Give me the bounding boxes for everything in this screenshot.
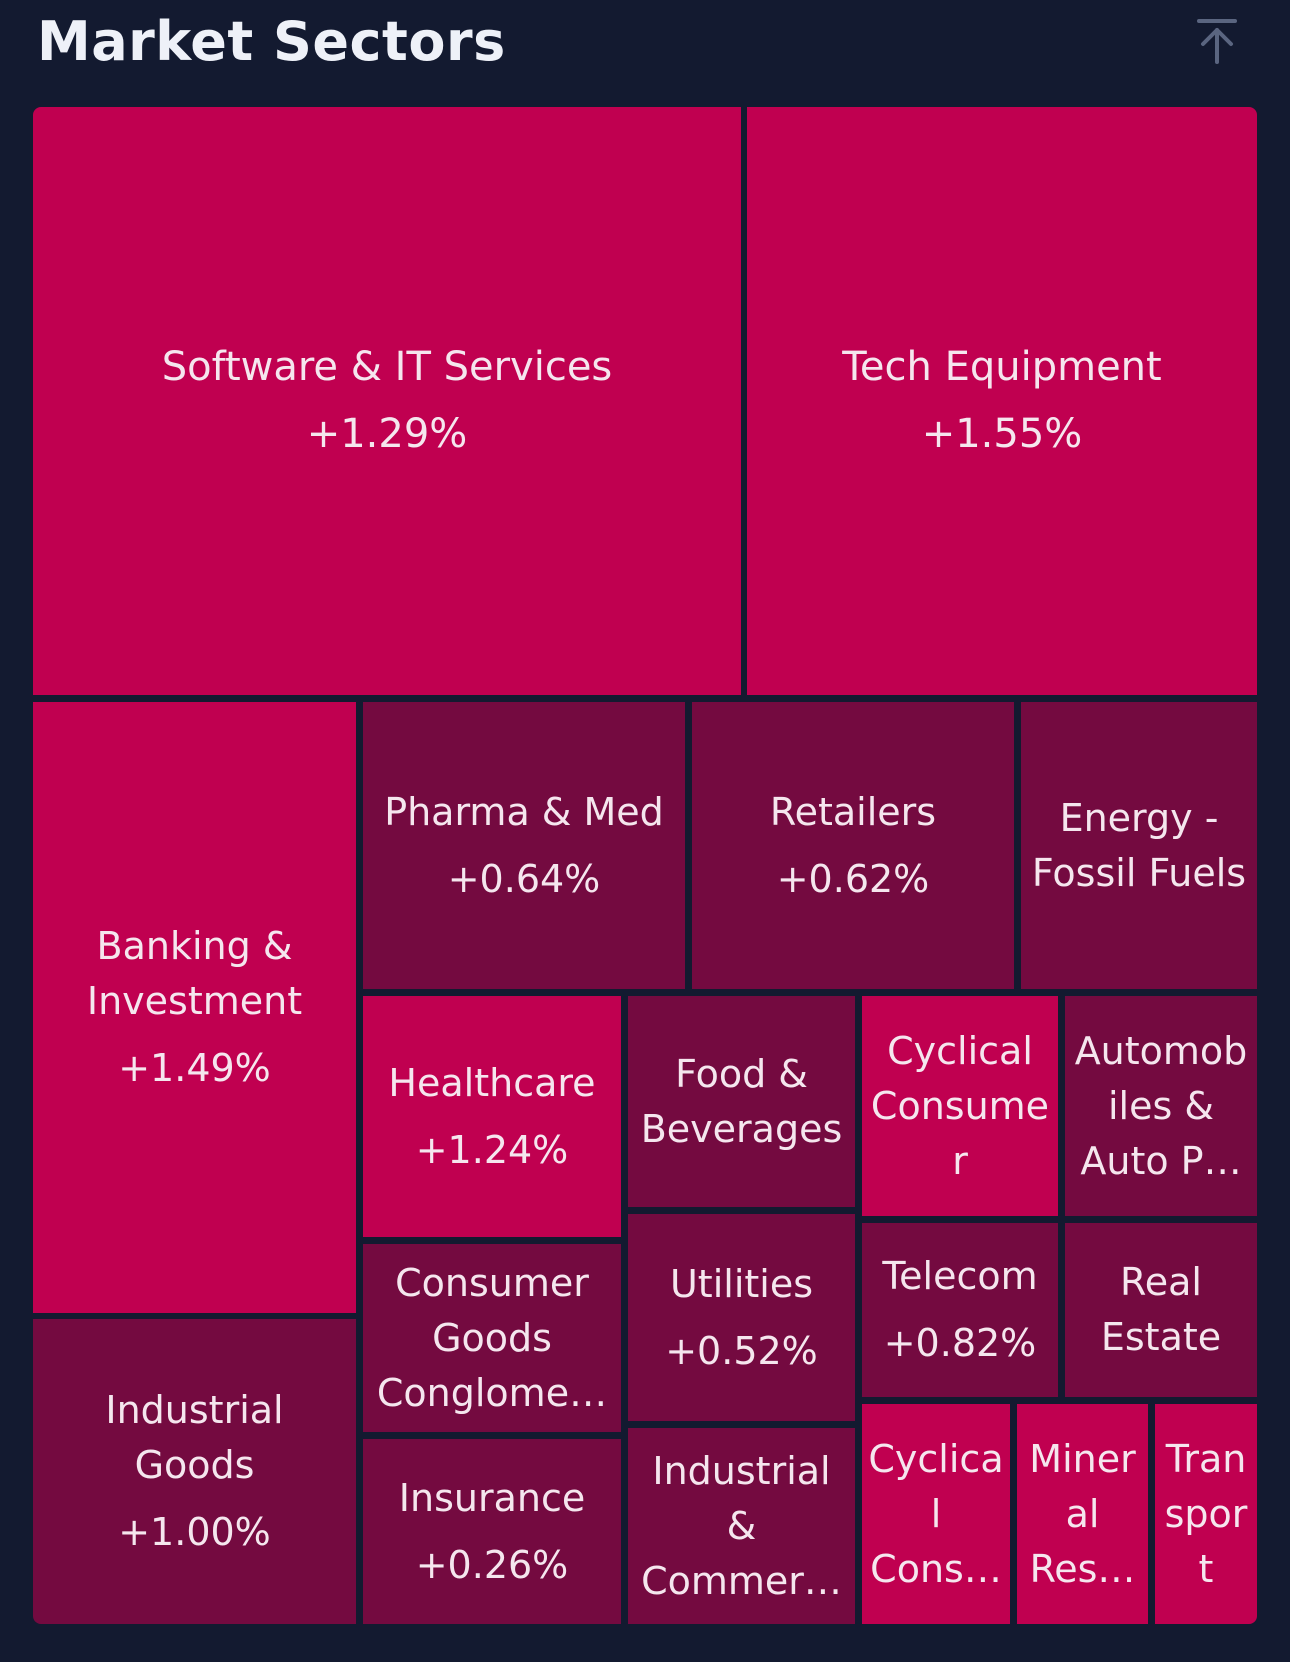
sector-name: Cyclica l Cons… bbox=[868, 1436, 1004, 1591]
sector-name: Utilities bbox=[669, 1261, 814, 1306]
sector-name: Miner al Res… bbox=[1029, 1436, 1136, 1591]
sector-change: +0.82% bbox=[883, 1321, 1037, 1365]
sector-name: Insurance bbox=[398, 1475, 586, 1520]
sector-tile-real-estate[interactable]: Real Estate bbox=[1065, 1223, 1257, 1397]
sector-tile-utilities[interactable]: Utilities +0.52% bbox=[628, 1214, 855, 1421]
sector-tile-consumer-goods-conglomerates[interactable]: Consumer Goods Conglome… bbox=[363, 1244, 621, 1432]
sector-tile-healthcare[interactable]: Healthcare +1.24% bbox=[363, 996, 621, 1237]
sector-change: +1.24% bbox=[415, 1127, 569, 1172]
sector-name: Telecom bbox=[882, 1254, 1038, 1298]
collapse-to-top-icon bbox=[1197, 18, 1237, 68]
sector-tile-retailers[interactable]: Retailers +0.62% bbox=[692, 702, 1014, 989]
sector-tile-transport[interactable]: Tran spor t bbox=[1155, 1404, 1257, 1624]
sector-name: Automob iles & Auto P… bbox=[1074, 1028, 1248, 1183]
sector-tile-industrial-commercial[interactable]: Industrial & Commer… bbox=[628, 1428, 855, 1624]
sector-tile-energy-fossil-fuels[interactable]: Energy - Fossil Fuels bbox=[1021, 702, 1257, 989]
sector-name: Cyclical Consume r bbox=[870, 1028, 1050, 1183]
sector-tile-automobiles-auto-parts[interactable]: Automob iles & Auto P… bbox=[1065, 996, 1257, 1216]
sector-change: +0.64% bbox=[447, 856, 601, 901]
sector-tile-pharma-med[interactable]: Pharma & Med +0.64% bbox=[363, 702, 685, 989]
sector-name: Industrial & Commer… bbox=[641, 1448, 842, 1603]
sector-name: Industrial Goods bbox=[105, 1388, 284, 1487]
sector-tile-tech-equipment[interactable]: Tech Equipment +1.55% bbox=[747, 107, 1257, 695]
sector-change: +1.55% bbox=[921, 411, 1083, 457]
sector-name: Real Estate bbox=[1100, 1260, 1222, 1359]
page-title: Market Sectors bbox=[37, 10, 506, 73]
sector-name: Software & IT Services bbox=[161, 344, 613, 390]
sector-name: Tran spor t bbox=[1164, 1436, 1248, 1591]
sector-name: Energy - Fossil Fuels bbox=[1031, 795, 1247, 895]
sector-change: +0.26% bbox=[415, 1542, 569, 1587]
sector-change: +1.00% bbox=[118, 1510, 271, 1554]
sector-name: Pharma & Med bbox=[384, 789, 664, 834]
sector-tile-industrial-goods[interactable]: Industrial Goods +1.00% bbox=[33, 1319, 356, 1624]
sector-change: +1.49% bbox=[118, 1046, 271, 1090]
sector-tile-cyclical-consumer[interactable]: Cyclical Consume r bbox=[862, 996, 1058, 1216]
sector-change: +0.62% bbox=[776, 856, 930, 901]
sector-tile-mineral-resources[interactable]: Miner al Res… bbox=[1017, 1404, 1148, 1624]
sector-name: Banking & Investment bbox=[86, 924, 303, 1023]
collapse-button[interactable] bbox=[1186, 12, 1248, 74]
sector-tile-telecom[interactable]: Telecom +0.82% bbox=[862, 1223, 1058, 1397]
sector-name: Food & Beverages bbox=[640, 1051, 843, 1151]
sector-tile-food-beverages[interactable]: Food & Beverages bbox=[628, 996, 855, 1207]
sector-name: Tech Equipment bbox=[842, 344, 1162, 390]
sector-change: +0.52% bbox=[665, 1328, 818, 1373]
sector-change: +1.29% bbox=[306, 411, 468, 457]
sector-tile-software-it-services[interactable]: Software & IT Services +1.29% bbox=[33, 107, 741, 695]
sector-name: Retailers bbox=[769, 789, 937, 834]
sector-tile-cyclical-consumer-services[interactable]: Cyclica l Cons… bbox=[862, 1404, 1010, 1624]
sector-tile-insurance[interactable]: Insurance +0.26% bbox=[363, 1439, 621, 1624]
sector-tile-banking-investment[interactable]: Banking & Investment +1.49% bbox=[33, 702, 356, 1313]
sector-name: Healthcare bbox=[388, 1060, 596, 1105]
sector-name: Consumer Goods Conglome… bbox=[376, 1260, 608, 1415]
